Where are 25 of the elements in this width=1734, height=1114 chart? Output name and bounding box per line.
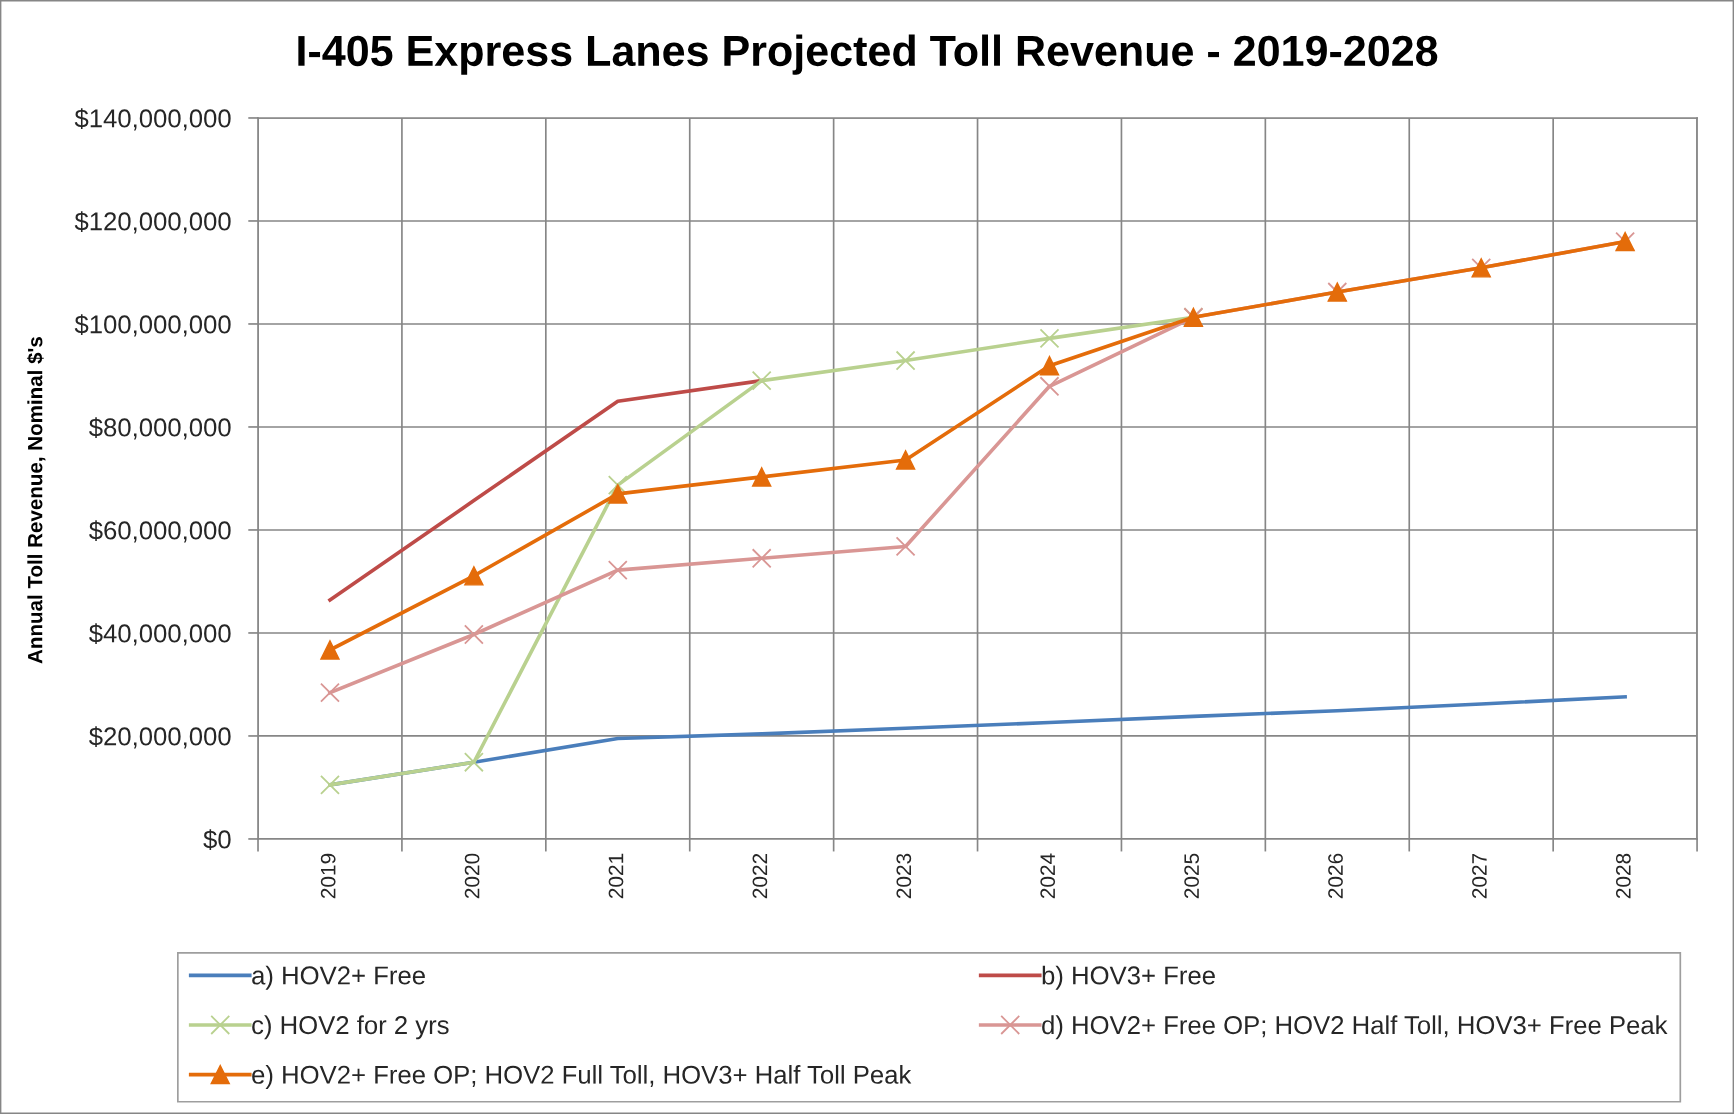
x-tick-label: 2021 [608, 853, 624, 899]
legend-label: d) HOV2+ Free OP; HOV2 Half Toll, HOV3+ Free Peak [1042, 1015, 1668, 1040]
x-tick-label: 2020 [464, 853, 480, 899]
x-tick-label: 2027 [1472, 853, 1487, 899]
y-tick-label: $40,000,000 [89, 623, 231, 646]
x-tick-label: 2025 [1184, 853, 1199, 899]
chart-title: I-405 Express Lanes Projected Toll Revenue - 2019-2028 [298, 34, 1438, 75]
y-tick-label: $140,000,000 [74, 108, 231, 131]
y-tick-label: $80,000,000 [89, 417, 231, 440]
y-tick-label: $60,000,000 [89, 520, 231, 543]
legend-label: c) HOV2 for 2 yrs [252, 1015, 449, 1040]
x-tick-label: 2022 [752, 853, 768, 899]
x-tick-label: 2028 [1615, 853, 1631, 899]
y-tick-label: $100,000,000 [74, 314, 231, 337]
y-tick-label: $120,000,000 [74, 211, 231, 234]
legend-label: a) HOV2+ Free [252, 965, 425, 990]
y-tick-label: $20,000,000 [89, 726, 231, 749]
y-axis-title: Annual Toll Revenue, Nominal $'s [26, 337, 46, 664]
x-tick-label: 2026 [1328, 853, 1343, 899]
y-tick-label: $0 [203, 829, 231, 851]
legend-label: b) HOV3+ Free [1042, 965, 1215, 990]
legend-label: e) HOV2+ Free OP; HOV2 Full Toll, HOV3+ Half Toll Peak [252, 1064, 912, 1089]
x-tick-label: 2019 [320, 853, 336, 899]
x-tick-label: 2023 [896, 853, 912, 899]
x-tick-label: 2024 [1040, 853, 1056, 899]
